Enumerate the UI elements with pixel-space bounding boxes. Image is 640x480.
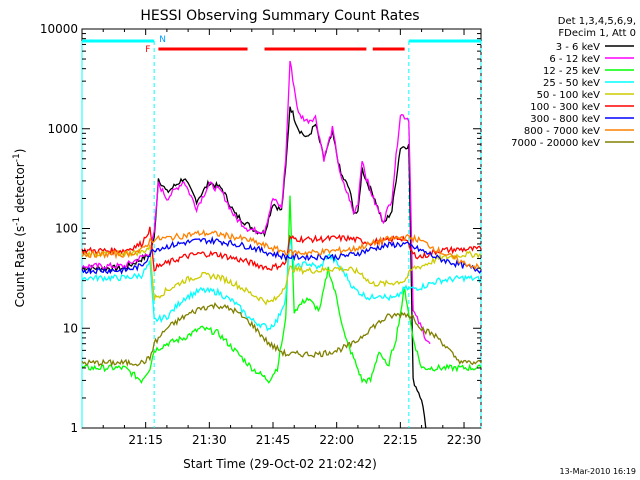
chart-title: HESSI Observing Summary Count Rates	[140, 8, 419, 24]
flag-letter: N	[159, 35, 166, 45]
y-tick-label: 100	[55, 222, 78, 236]
y-tick-label: 10000	[40, 22, 78, 36]
series-line	[81, 195, 482, 385]
series-line	[81, 60, 431, 345]
series-line	[81, 106, 427, 429]
legend-entry-label: 800 - 7000 keV	[524, 126, 600, 137]
flag-letter: F	[145, 45, 150, 55]
y-axis-label: Count Rate (s-1 detector-1)	[12, 149, 27, 308]
series-line	[81, 229, 482, 271]
series-line	[81, 236, 482, 332]
legend-entry-label: 25 - 50 keV	[543, 78, 600, 89]
legend: Det 1,3,4,5,6,9,FDecim 1, Att 0 3 - 6 keV…	[511, 16, 636, 149]
legend-entry-label: 12 - 25 keV	[543, 66, 600, 77]
legend-entry-label: 300 - 800 keV	[530, 114, 600, 125]
legend-entry-label: 100 - 300 keV	[530, 102, 600, 113]
legend-header: Det 1,3,4,5,6,9,	[558, 16, 636, 27]
y-tick-label: 1	[70, 421, 78, 435]
legend-entry-label: 3 - 6 keV	[556, 42, 600, 53]
x-tick-label: 22:15	[383, 433, 418, 447]
x-axis-label: Start Time (29-Oct-02 21:02:42)	[183, 457, 377, 471]
plot-area: FN	[81, 28, 482, 429]
x-tick-label: 22:00	[319, 433, 354, 447]
series-line	[81, 235, 482, 275]
legend-header: FDecim 1, Att 0	[558, 28, 636, 39]
y-tick-label: 1000	[47, 122, 78, 136]
legend-entry-label: 7000 - 20000 keV	[511, 138, 600, 149]
series-line	[81, 302, 482, 368]
legend-entry-label: 6 - 12 keV	[549, 54, 600, 65]
footer-date: 13-Mar-2010 16:19	[560, 467, 637, 476]
x-tick-label: 21:30	[192, 433, 227, 447]
y-axis: 1 10 100 1000 10000	[40, 22, 481, 435]
x-tick-label: 21:45	[256, 433, 291, 447]
x-tick-label: 21:15	[128, 433, 163, 447]
y-tick-label: 10	[63, 321, 78, 335]
x-tick-label: 22:30	[447, 433, 482, 447]
legend-entry-label: 50 - 100 keV	[537, 90, 601, 101]
series-line	[81, 244, 482, 306]
x-axis: 21:15 21:30 21:45 22:00 22:15 22:30	[102, 29, 482, 447]
series-line	[81, 226, 482, 272]
